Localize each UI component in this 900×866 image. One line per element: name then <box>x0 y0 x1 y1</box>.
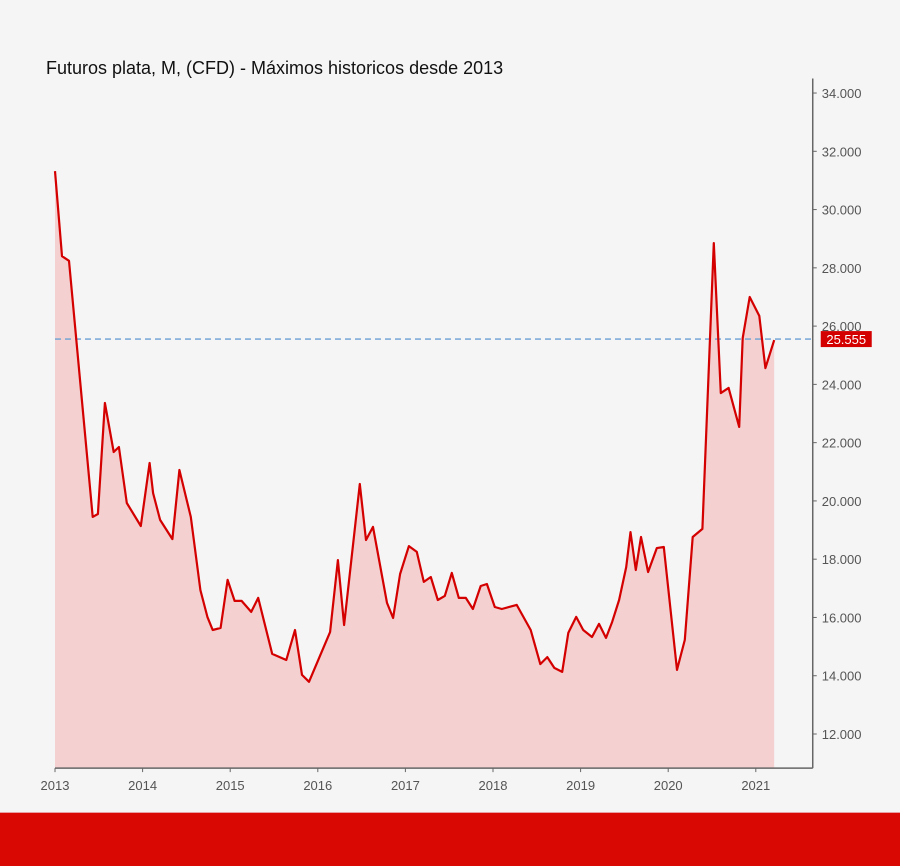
x-tick-label: 2016 <box>303 778 332 793</box>
current-value-badge <box>820 331 872 348</box>
y-tick-label: 16.000 <box>822 610 862 625</box>
x-tick-label: 2021 <box>741 778 770 793</box>
x-tick-label: 2014 <box>128 778 157 793</box>
y-tick-label: 28.000 <box>822 261 862 276</box>
x-tick-label: 2018 <box>479 778 508 793</box>
y-tick-label: 32.000 <box>822 144 862 159</box>
y-tick-label: 14.000 <box>822 669 862 684</box>
y-tick-label: 12.000 <box>822 727 862 742</box>
x-tick-label: 2015 <box>216 778 245 793</box>
plot-area: 2013 2014 2015 2016 2017 2018 2019 2020 2021 12.0… <box>41 78 872 793</box>
current-value-label: 25.555 <box>826 332 866 347</box>
x-tick-label: 2019 <box>566 778 595 793</box>
x-tick-label: 2017 <box>391 778 420 793</box>
footer-band <box>0 812 900 866</box>
y-tick-label: 18.000 <box>822 552 862 567</box>
x-tick-label: 2020 <box>654 778 683 793</box>
y-tick-label: 30.000 <box>822 203 862 218</box>
x-tick-label: 2013 <box>41 778 70 793</box>
chart-title: Futuros plata, M, (CFD) - Máximos histor… <box>46 58 504 78</box>
y-tick-label: 34.000 <box>822 86 862 101</box>
y-tick-label: 26.000 <box>822 319 862 334</box>
y-tick-label: 20.000 <box>822 494 862 509</box>
y-tick-label: 22.000 <box>822 436 862 451</box>
series-area <box>55 171 775 769</box>
series-line <box>53 171 776 683</box>
y-tick-label: 24.000 <box>822 377 862 392</box>
